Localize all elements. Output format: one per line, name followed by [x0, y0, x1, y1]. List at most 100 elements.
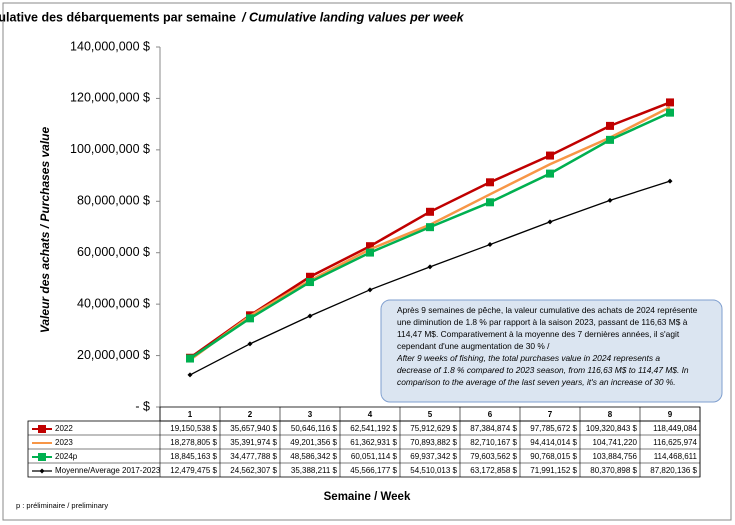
- legend-label: 2024p: [55, 452, 78, 461]
- marker: [606, 121, 614, 130]
- table-cell: 34,477,788 $: [230, 452, 277, 461]
- table-cell: 62,541,192 $: [350, 424, 397, 433]
- table-cell: 35,657,940 $: [230, 424, 277, 433]
- table-cell: 75,912,629 $: [410, 424, 457, 433]
- table-cell: 80,370,898 $: [590, 466, 637, 475]
- x-tick-label: 8: [608, 410, 613, 419]
- marker: [667, 178, 673, 184]
- x-tick-label: 5: [428, 410, 433, 419]
- table-cell: 104,741,220: [593, 438, 638, 447]
- table-cell: 109,320,843 $: [586, 424, 638, 433]
- annotation-text: une diminution de 1.8 % par rapport à la…: [397, 317, 688, 327]
- legend-label: Moyenne/Average 2017-2023: [55, 466, 161, 475]
- x-tick-label: 2: [248, 410, 253, 419]
- table-cell: 45,566,177 $: [350, 466, 397, 475]
- table-cell: 94,414,014 $: [530, 438, 577, 447]
- y-axis-label: Valeur des achats / Purchases value: [38, 127, 52, 334]
- y-tick-label: - $: [135, 399, 150, 413]
- table-cell: 97,785,672 $: [530, 424, 577, 433]
- x-tick-label: 6: [488, 410, 493, 419]
- marker: [606, 135, 614, 144]
- footnote: p : préliminaire / preliminary: [16, 501, 108, 510]
- table-cell: 61,362,931 $: [350, 438, 397, 447]
- annotation-text: After 9 weeks of fishing, the total purc…: [396, 353, 660, 363]
- marker: [38, 453, 46, 461]
- x-tick-label: 4: [368, 410, 373, 419]
- table-cell: 71,991,152 $: [530, 466, 577, 475]
- marker: [426, 223, 434, 232]
- marker: [546, 169, 554, 178]
- marker: [547, 219, 553, 225]
- table-cell: 35,388,211 $: [291, 466, 338, 475]
- annotation-text: cependant d'une augmentation de 30 % /: [397, 341, 550, 351]
- table-cell: 19,150,538 $: [170, 424, 217, 433]
- table-cell: 60,051,114 $: [351, 452, 398, 461]
- annotation-text: Après 9 semaines de pêche, la valeur cum…: [397, 305, 698, 315]
- y-tick-label: 60,000,000 $: [77, 245, 150, 259]
- table-cell: 54,510,013 $: [410, 466, 457, 475]
- annotation-text: 114,47 M$. Comparativement à la moyenne …: [397, 329, 680, 339]
- marker: [246, 314, 254, 323]
- x-axis-label: Semaine / Week: [324, 491, 411, 503]
- table-cell: 69,937,342 $: [410, 452, 457, 461]
- marker: [307, 313, 313, 319]
- marker: [39, 468, 45, 474]
- chart-subtitle: / Cumulative landing values per week: [241, 10, 465, 24]
- marker: [486, 178, 494, 187]
- table-cell: 82,710,167 $: [470, 438, 517, 447]
- y-tick-label: 120,000,000 $: [70, 91, 150, 105]
- marker: [306, 272, 314, 281]
- marker: [187, 372, 193, 378]
- table-cell: 12,479,475 $: [170, 466, 217, 475]
- x-tick-label: 3: [308, 410, 313, 419]
- y-tick-label: 80,000,000 $: [77, 194, 150, 208]
- marker: [486, 198, 494, 207]
- x-tick-label: 7: [548, 410, 553, 419]
- y-tick-label: 20,000,000 $: [77, 348, 150, 362]
- legend-label: 2023: [55, 438, 73, 447]
- marker: [366, 248, 374, 257]
- marker: [38, 425, 46, 433]
- marker: [427, 264, 433, 270]
- marker: [607, 197, 613, 203]
- y-tick-label: 140,000,000 $: [70, 39, 150, 53]
- table-cell: 87,820,136 $: [650, 466, 697, 475]
- marker: [487, 242, 493, 248]
- table-cell: 18,278,805 $: [170, 438, 217, 447]
- marker: [306, 278, 314, 287]
- table-cell: 50,646,116 $: [291, 424, 338, 433]
- table-cell: 48,586,342 $: [290, 452, 337, 461]
- table-cell: 87,384,874 $: [470, 424, 517, 433]
- table-cell: 103,884,756: [593, 452, 638, 461]
- table-cell: 114,468,611: [654, 452, 698, 461]
- table-cell: 116,625,974: [653, 438, 697, 447]
- y-tick-label: 100,000,000 $: [70, 142, 150, 156]
- marker: [186, 354, 194, 363]
- marker: [426, 207, 434, 216]
- y-tick-label: 40,000,000 $: [77, 296, 150, 310]
- annotation-text: decrease of 1.8 % compared to 2023 seaso…: [397, 365, 689, 375]
- marker: [366, 242, 374, 251]
- table-cell: 63,172,858 $: [470, 466, 517, 475]
- annotation-box: [380, 299, 723, 403]
- table-cell: 18,845,163 $: [170, 452, 217, 461]
- marker: [666, 98, 674, 107]
- table-cell: 35,391,974 $: [230, 438, 277, 447]
- chart-title: Valeur cumulative des débarquements par …: [0, 10, 236, 24]
- table-cell: 70,893,882 $: [410, 438, 457, 447]
- marker: [546, 151, 554, 160]
- table-cell: 79,603,562 $: [470, 452, 517, 461]
- table-cell: 90,768,015 $: [530, 452, 577, 461]
- annotation-text: comparison to the average of the last se…: [397, 377, 676, 387]
- x-tick-label: 1: [188, 410, 193, 419]
- table-cell: 24,562,307 $: [230, 466, 277, 475]
- table-cell: 49,201,356 $: [290, 438, 337, 447]
- marker: [666, 108, 674, 117]
- table-cell: 118,449,084: [653, 424, 697, 433]
- x-tick-label: 9: [668, 410, 673, 419]
- marker: [247, 341, 253, 347]
- legend-label: 2022: [55, 424, 73, 433]
- marker: [367, 287, 373, 293]
